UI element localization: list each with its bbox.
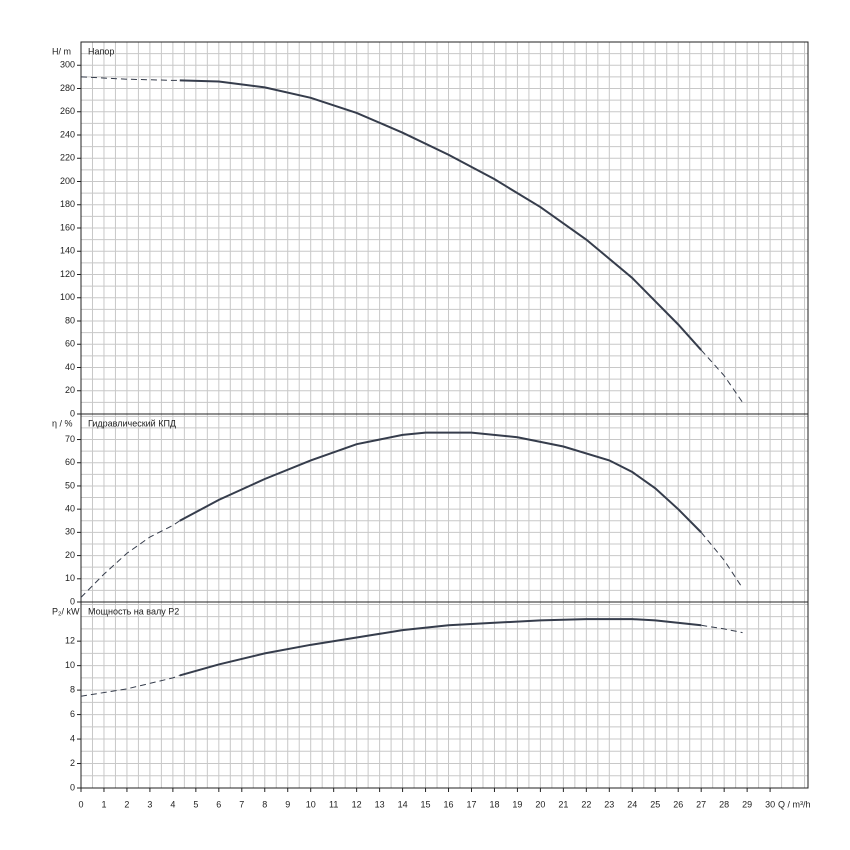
y-axis-label: P₂/ kW — [52, 606, 80, 616]
x-tick-label: 24 — [627, 799, 637, 809]
y-tick-label: 180 — [60, 199, 75, 209]
y-tick-label: 80 — [65, 315, 75, 325]
x-tick-label: 17 — [466, 799, 476, 809]
x-tick-label: 28 — [719, 799, 729, 809]
panel-label: Напор — [88, 46, 114, 56]
y-tick-label: 50 — [65, 480, 75, 490]
panel-label: Гидравлический КПД — [88, 418, 176, 428]
x-tick-label: 13 — [375, 799, 385, 809]
x-tick-label: 14 — [398, 799, 408, 809]
x-tick-label: 30 — [765, 799, 775, 809]
y-tick-label: 8 — [70, 684, 75, 694]
y-tick-label: 6 — [70, 709, 75, 719]
x-tick-label: 4 — [170, 799, 175, 809]
x-tick-label: 18 — [489, 799, 499, 809]
y-tick-label: 0 — [70, 408, 75, 418]
curve — [700, 532, 743, 589]
y-tick-label: 260 — [60, 106, 75, 116]
x-tick-label: 3 — [147, 799, 152, 809]
y-tick-label: 4 — [70, 733, 75, 743]
curve — [80, 674, 180, 697]
y-tick-label: 200 — [60, 176, 75, 186]
y-tick-label: 220 — [60, 153, 75, 163]
y-tick-label: 70 — [65, 434, 75, 444]
x-tick-label: 21 — [558, 799, 568, 809]
x-tick-label: 8 — [262, 799, 267, 809]
panel-label: Мощность на валу P2 — [88, 606, 179, 616]
x-axis-label: Q / m³/h — [778, 799, 811, 809]
y-tick-label: 30 — [65, 527, 75, 537]
x-tick-label: 29 — [742, 799, 752, 809]
x-tick-label: 23 — [604, 799, 614, 809]
x-tick-label: 22 — [581, 799, 591, 809]
y-tick-label: 20 — [65, 550, 75, 560]
x-tick-label: 1 — [101, 799, 106, 809]
x-tick-label: 5 — [193, 799, 198, 809]
x-tick-label: 20 — [535, 799, 545, 809]
y-tick-label: 280 — [60, 83, 75, 93]
y-tick-label: 40 — [65, 504, 75, 514]
y-tick-label: 60 — [65, 457, 75, 467]
y-tick-label: 10 — [65, 660, 75, 670]
y-tick-label: 0 — [70, 782, 75, 792]
y-tick-label: 160 — [60, 222, 75, 232]
curve — [179, 618, 702, 677]
x-tick-label: 27 — [696, 799, 706, 809]
y-tick-label: 240 — [60, 129, 75, 139]
x-tick-label: 15 — [421, 799, 431, 809]
y-axis-label: H/ m — [52, 46, 71, 56]
y-tick-label: 10 — [65, 573, 75, 583]
panel-frame — [80, 601, 809, 789]
y-tick-label: 300 — [60, 60, 75, 70]
curve — [80, 76, 180, 81]
y-tick-label: 2 — [70, 758, 75, 768]
x-tick-label: 11 — [329, 799, 338, 809]
curve — [700, 349, 743, 403]
x-tick-label: 25 — [650, 799, 660, 809]
y-tick-label: 140 — [60, 246, 75, 256]
y-tick-label: 100 — [60, 292, 75, 302]
y-tick-label: 60 — [65, 339, 75, 349]
x-tick-label: 12 — [352, 799, 362, 809]
x-tick-label: 10 — [306, 799, 316, 809]
y-tick-label: 0 — [70, 596, 75, 606]
panel-frame — [80, 413, 809, 603]
curve — [179, 79, 702, 351]
y-axis-label: η / % — [52, 418, 73, 428]
x-tick-label: 9 — [285, 799, 290, 809]
y-tick-label: 12 — [65, 636, 75, 646]
x-tick-label: 26 — [673, 799, 683, 809]
y-tick-label: 20 — [65, 385, 75, 395]
curve — [179, 431, 702, 534]
curve — [701, 624, 743, 634]
x-tick-label: 19 — [512, 799, 522, 809]
x-tick-label: 16 — [444, 799, 454, 809]
x-tick-label: 7 — [239, 799, 244, 809]
x-tick-label: 0 — [78, 799, 83, 809]
y-tick-label: 40 — [65, 362, 75, 372]
x-tick-label: 6 — [216, 799, 221, 809]
x-tick-label: 2 — [124, 799, 129, 809]
y-tick-label: 120 — [60, 269, 75, 279]
